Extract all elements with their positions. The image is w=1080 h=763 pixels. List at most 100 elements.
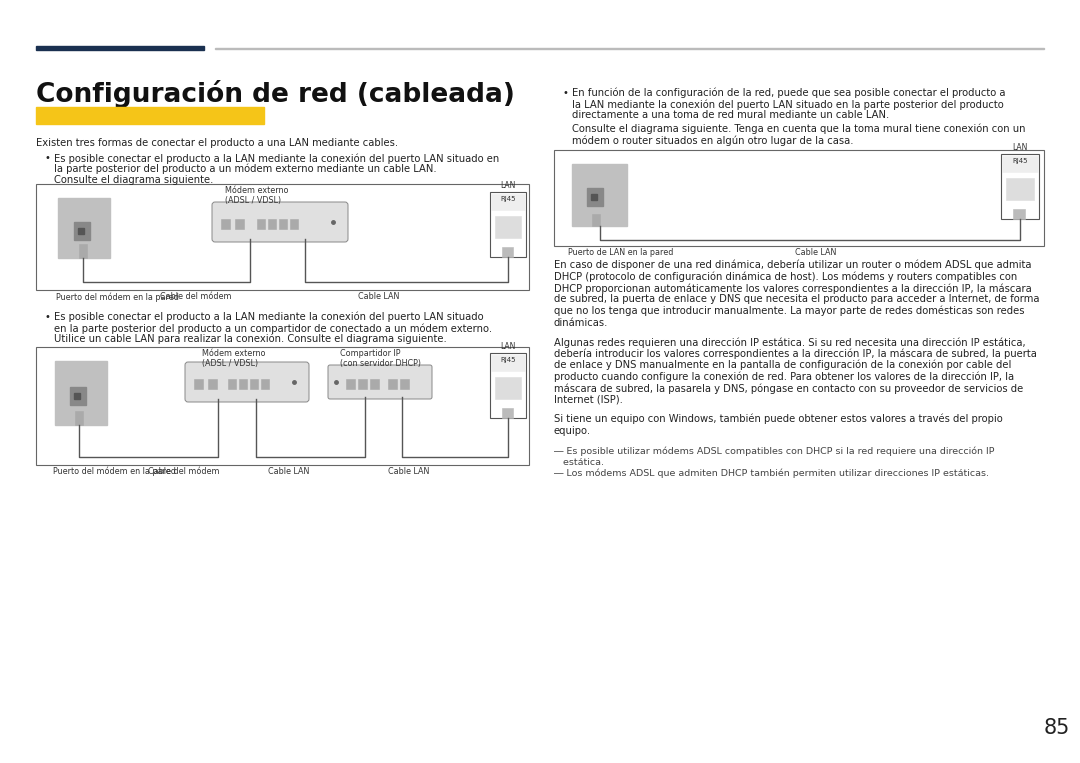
Text: •: • <box>44 153 50 163</box>
Text: Puerto de LAN en la pared: Puerto de LAN en la pared <box>568 248 673 257</box>
Text: ― Los módems ADSL que admiten DHCP también permiten utilizar direcciones IP está: ― Los módems ADSL que admiten DHCP tambi… <box>554 469 989 478</box>
Text: la parte posterior del producto a un módem externo mediante un cable LAN.: la parte posterior del producto a un mód… <box>54 164 436 175</box>
Text: de enlace y DNS manualmente en la pantalla de configuración de la conexión por c: de enlace y DNS manualmente en la pantal… <box>554 360 1011 371</box>
Text: En función de la configuración de la red, puede que sea posible conectar el prod: En función de la configuración de la red… <box>572 88 1005 98</box>
Text: (ADSL / VDSL): (ADSL / VDSL) <box>202 359 258 368</box>
Text: dinámicas.: dinámicas. <box>554 317 608 327</box>
Text: LAN: LAN <box>500 181 515 190</box>
Text: RJ45: RJ45 <box>500 357 516 363</box>
Bar <box>257 219 265 229</box>
Bar <box>78 228 84 234</box>
Text: máscara de subred, la pasarela y DNS, póngase en contacto con su proveedor de se: máscara de subred, la pasarela y DNS, pó… <box>554 383 1023 394</box>
Text: Cable LAN: Cable LAN <box>388 467 430 476</box>
Bar <box>208 379 217 389</box>
Text: Módem externo: Módem externo <box>202 349 266 358</box>
Bar <box>572 164 627 226</box>
Text: la LAN mediante la conexión del puerto LAN situado en la parte posterior del pro: la LAN mediante la conexión del puerto L… <box>572 99 1003 110</box>
Text: Cable LAN: Cable LAN <box>357 292 400 301</box>
Bar <box>346 379 355 389</box>
Bar <box>75 393 80 399</box>
Bar <box>490 353 526 418</box>
Bar <box>36 46 204 50</box>
Text: módem o router situados en algún otro lugar de la casa.: módem o router situados en algún otro lu… <box>572 135 853 146</box>
Bar <box>502 247 513 257</box>
Text: Es posible conectar el producto a la LAN mediante la conexión del puerto LAN sit: Es posible conectar el producto a la LAN… <box>54 153 499 163</box>
Bar <box>490 192 526 257</box>
Bar <box>36 107 264 124</box>
Bar <box>75 222 90 240</box>
Bar <box>592 214 600 226</box>
Bar <box>1002 156 1038 172</box>
Bar <box>268 219 276 229</box>
Text: DHCP (protocolo de configuración dinámica de host). Los módems y routers compati: DHCP (protocolo de configuración dinámic… <box>554 272 1017 282</box>
FancyBboxPatch shape <box>212 202 348 242</box>
Text: (con servidor DHCP): (con servidor DHCP) <box>340 359 421 368</box>
FancyBboxPatch shape <box>185 362 309 402</box>
Text: Configuración de red (cableada): Configuración de red (cableada) <box>36 80 515 108</box>
Text: •: • <box>44 312 50 322</box>
Bar <box>495 377 521 399</box>
Text: en la parte posterior del producto a un compartidor de conectado a un módem exte: en la parte posterior del producto a un … <box>54 323 492 333</box>
Bar <box>491 355 525 371</box>
Bar <box>221 219 230 229</box>
Text: En caso de disponer de una red dinámica, debería utilizar un router o módem ADSL: En caso de disponer de una red dinámica,… <box>554 260 1031 271</box>
Bar <box>228 379 237 389</box>
Bar <box>75 411 83 425</box>
Bar <box>1001 154 1039 219</box>
Text: RJ45: RJ45 <box>1012 158 1028 164</box>
Bar <box>1005 178 1034 200</box>
Text: Cable del módem: Cable del módem <box>148 467 219 476</box>
Text: LAN: LAN <box>500 342 515 351</box>
Bar <box>261 379 269 389</box>
Bar <box>554 150 1044 246</box>
Text: Consulte el diagrama siguiente. Tenga en cuenta que la toma mural tiene conexión: Consulte el diagrama siguiente. Tenga en… <box>572 124 1026 134</box>
Bar <box>291 219 298 229</box>
Text: Cable LAN: Cable LAN <box>268 467 309 476</box>
Text: producto cuando configure la conexión de red. Para obtener los valores de la dir: producto cuando configure la conexión de… <box>554 372 1014 382</box>
Text: Cable LAN: Cable LAN <box>795 248 836 257</box>
Text: Existen tres formas de conectar el producto a una LAN mediante cables.: Existen tres formas de conectar el produ… <box>36 138 399 148</box>
Text: Módem externo: Módem externo <box>225 186 288 195</box>
Bar <box>370 379 379 389</box>
Text: (ADSL / VDSL): (ADSL / VDSL) <box>225 196 281 205</box>
Text: DHCP proporcionan automáticamente los valores correspondientes a la dirección IP: DHCP proporcionan automáticamente los va… <box>554 283 1031 294</box>
Text: Internet (ISP).: Internet (ISP). <box>554 394 623 404</box>
Text: equipo.: equipo. <box>554 426 591 436</box>
Text: LAN: LAN <box>1012 143 1028 152</box>
Text: Compartidor IP: Compartidor IP <box>340 349 401 358</box>
Bar <box>491 194 525 210</box>
Text: Es posible conectar el producto a la LAN mediante la conexión del puerto LAN sit: Es posible conectar el producto a la LAN… <box>54 312 484 323</box>
Text: Puerto del módem en la pared: Puerto del módem en la pared <box>53 467 176 477</box>
Text: directamente a una toma de red mural mediante un cable LAN.: directamente a una toma de red mural med… <box>572 110 889 120</box>
Bar <box>55 361 107 425</box>
Text: 85: 85 <box>1044 718 1070 738</box>
Bar <box>249 379 258 389</box>
Bar <box>239 379 247 389</box>
Text: Utilice un cable LAN para realizar la conexión. Consulte el diagrama siguiente.: Utilice un cable LAN para realizar la co… <box>54 334 447 345</box>
Bar <box>400 379 409 389</box>
Bar <box>357 379 367 389</box>
Text: •: • <box>562 88 568 98</box>
Text: que no los tenga que introducir manualmente. La mayor parte de redes domésticas : que no los tenga que introducir manualme… <box>554 306 1025 317</box>
Text: Consulte el diagrama siguiente.: Consulte el diagrama siguiente. <box>54 175 214 185</box>
Text: estática.: estática. <box>554 458 604 467</box>
Bar <box>1013 209 1025 219</box>
Bar <box>279 219 287 229</box>
Text: Algunas redes requieren una dirección IP estática. Si su red necesita una direcc: Algunas redes requieren una dirección IP… <box>554 337 1026 347</box>
Text: de subred, la puerta de enlace y DNS que necesita el producto para acceder a Int: de subred, la puerta de enlace y DNS que… <box>554 295 1039 304</box>
Bar <box>588 188 603 206</box>
Bar <box>235 219 244 229</box>
Text: Conexión a una red cableada: Conexión a una red cableada <box>39 109 243 122</box>
Text: ― Es posible utilizar módems ADSL compatibles con DHCP si la red requiere una di: ― Es posible utilizar módems ADSL compat… <box>554 447 995 456</box>
Text: Cable del módem: Cable del módem <box>160 292 231 301</box>
Bar <box>591 194 597 200</box>
FancyBboxPatch shape <box>328 365 432 399</box>
Bar <box>36 347 529 465</box>
Text: Si tiene un equipo con Windows, también puede obtener estos valores a través del: Si tiene un equipo con Windows, también … <box>554 414 1002 424</box>
Bar <box>194 379 203 389</box>
Text: debería introducir los valores correspondientes a la dirección IP, la máscara de: debería introducir los valores correspon… <box>554 349 1037 359</box>
Bar <box>70 387 86 405</box>
Text: Puerto del módem en la pared: Puerto del módem en la pared <box>56 292 179 301</box>
Bar <box>495 216 521 238</box>
Bar <box>215 47 1044 49</box>
